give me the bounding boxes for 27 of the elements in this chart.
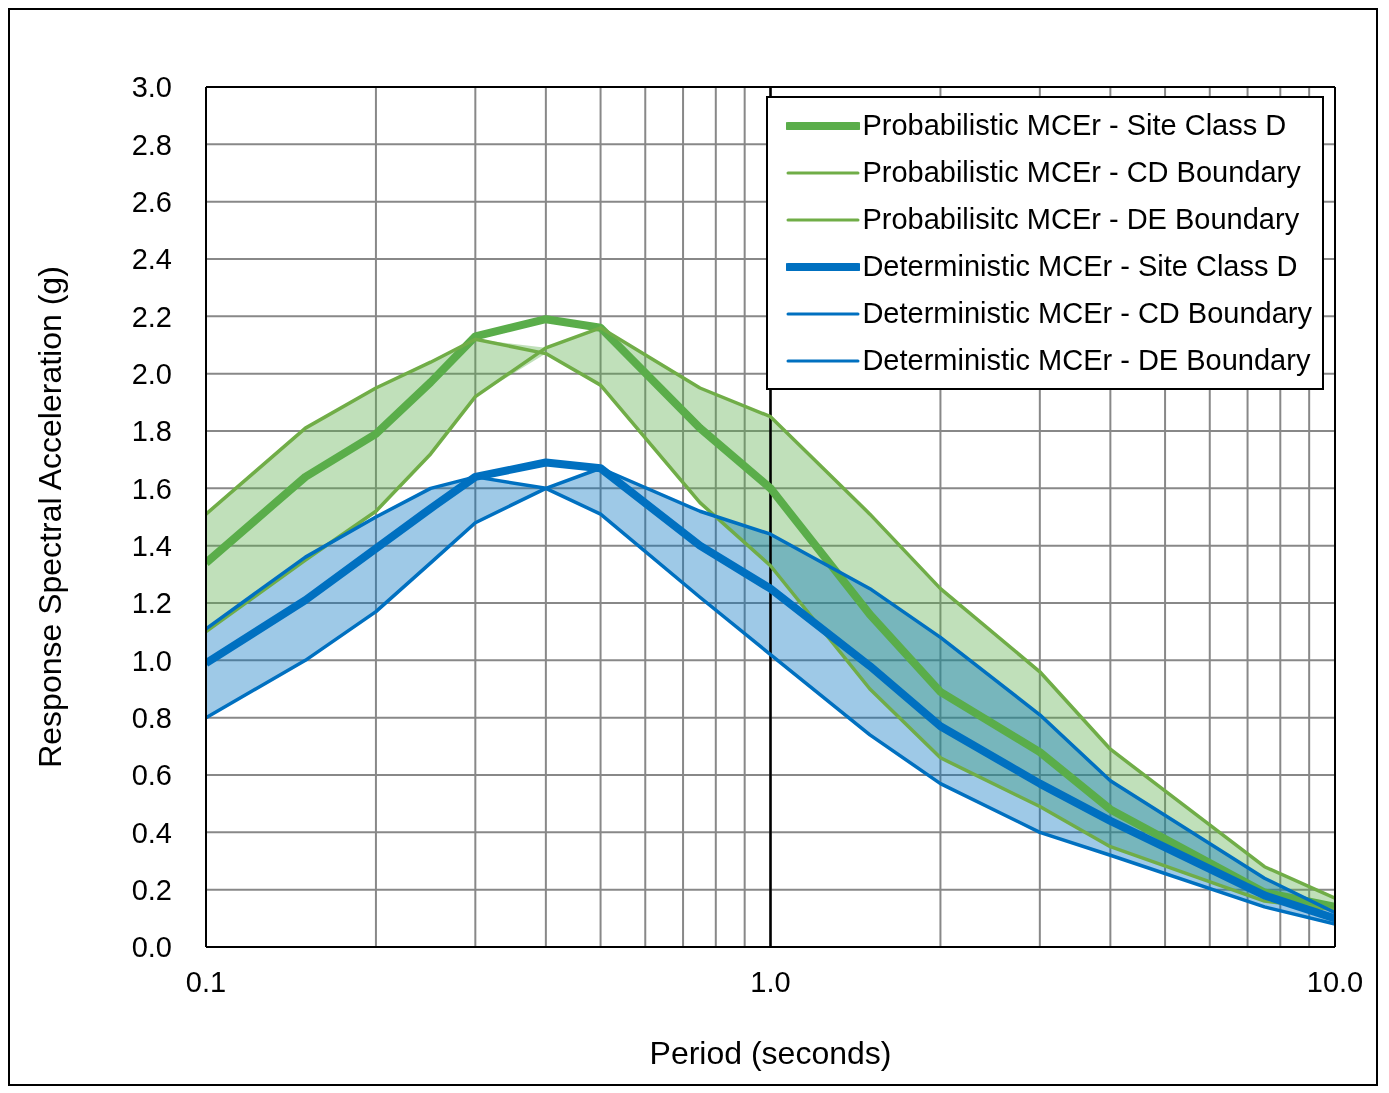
y-tick-label: 1.6 [131, 472, 172, 505]
y-tick-label: 2.8 [131, 128, 172, 161]
y-tick-label: 2.6 [131, 185, 172, 218]
y-tick-label: 0.8 [131, 701, 172, 734]
x-axis-title: Period (seconds) [649, 1035, 892, 1071]
x-tick-label: 0.1 [185, 965, 227, 998]
y-tick-label: 0.4 [131, 816, 172, 849]
y-tick-label: 1.4 [131, 529, 172, 562]
y-tick-label: 0.0 [131, 931, 172, 964]
y-tick-label: 1.2 [131, 587, 172, 620]
y-tick-label: 0.2 [131, 873, 172, 906]
y-tick-label: 2.4 [131, 243, 172, 276]
y-tick-label: 2.2 [131, 300, 172, 333]
legend-label: Probabilistic MCEr - Site Class D [862, 109, 1287, 142]
legend-label: Deterministic MCEr - CD Boundary [862, 297, 1312, 330]
x-tick-label: 10.0 [1306, 965, 1364, 998]
legend-label: Probabilistic MCEr - CD Boundary [862, 156, 1301, 189]
x-tick-label: 1.0 [750, 965, 791, 998]
legend-label: Deterministic MCEr - DE Boundary [862, 344, 1311, 377]
legend-label: Deterministic MCEr - Site Class D [862, 250, 1298, 283]
legend-label: Probabilisitc MCEr - DE Boundary [862, 203, 1300, 236]
y-tick-label: 3.0 [131, 71, 172, 104]
y-tick-label: 1.8 [131, 415, 172, 448]
y-tick-label: 0.6 [131, 759, 172, 792]
y-axis-title: Response Spectral Acceleration (g) [32, 266, 69, 768]
y-tick-label: 1.0 [131, 644, 172, 677]
y-tick-label: 2.0 [131, 357, 172, 390]
